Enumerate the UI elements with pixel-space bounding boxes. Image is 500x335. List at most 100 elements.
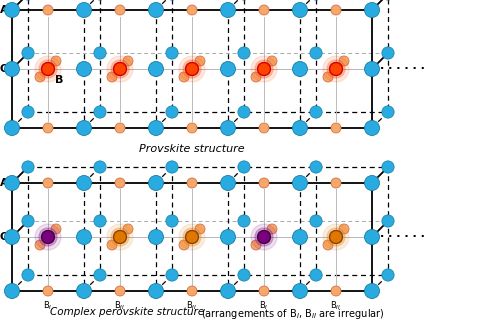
Circle shape — [107, 224, 133, 250]
Circle shape — [364, 2, 380, 17]
Circle shape — [151, 232, 161, 242]
Circle shape — [79, 232, 89, 242]
Circle shape — [43, 123, 53, 133]
Circle shape — [364, 121, 380, 135]
Circle shape — [151, 64, 161, 74]
Circle shape — [22, 47, 34, 59]
Circle shape — [258, 230, 270, 244]
Circle shape — [339, 224, 349, 234]
Circle shape — [251, 224, 277, 250]
Circle shape — [76, 62, 92, 76]
Text: B$_I$: B$_I$ — [44, 300, 52, 313]
Circle shape — [195, 56, 205, 66]
Circle shape — [179, 224, 205, 250]
Circle shape — [148, 62, 164, 76]
Text: Complex perovskite structure: Complex perovskite structure — [50, 307, 204, 317]
Circle shape — [179, 72, 189, 82]
Text: (arrangements of B$_I$, B$_{II}$ are irregular): (arrangements of B$_I$, B$_{II}$ are irr… — [201, 307, 384, 321]
Circle shape — [43, 178, 53, 188]
Text: · · · · · ·: · · · · · · — [380, 64, 425, 74]
Circle shape — [323, 240, 333, 250]
Circle shape — [331, 286, 341, 296]
Circle shape — [107, 72, 117, 82]
Circle shape — [114, 63, 126, 75]
Circle shape — [238, 215, 250, 227]
Circle shape — [331, 5, 341, 15]
Circle shape — [220, 62, 236, 76]
Circle shape — [323, 56, 349, 82]
Circle shape — [195, 224, 205, 234]
Circle shape — [22, 106, 34, 118]
Circle shape — [94, 161, 106, 173]
Circle shape — [179, 240, 189, 250]
Circle shape — [295, 64, 305, 74]
Circle shape — [267, 56, 277, 66]
Text: B: B — [55, 75, 64, 85]
Text: B$_{II}$: B$_{II}$ — [114, 300, 126, 313]
Circle shape — [292, 176, 308, 191]
Circle shape — [310, 269, 322, 281]
Circle shape — [148, 229, 164, 245]
Circle shape — [183, 228, 201, 246]
Circle shape — [123, 56, 133, 66]
Circle shape — [166, 106, 178, 118]
Text: A: A — [0, 178, 9, 188]
Circle shape — [223, 64, 233, 74]
Circle shape — [187, 123, 197, 133]
Circle shape — [364, 283, 380, 298]
Circle shape — [35, 240, 45, 250]
Circle shape — [39, 228, 57, 246]
Circle shape — [292, 62, 308, 76]
Circle shape — [292, 121, 308, 135]
Circle shape — [76, 2, 92, 17]
Circle shape — [114, 230, 126, 244]
Circle shape — [310, 215, 322, 227]
Circle shape — [223, 232, 233, 242]
Circle shape — [51, 224, 61, 234]
Circle shape — [267, 224, 277, 234]
Circle shape — [115, 286, 125, 296]
Circle shape — [251, 240, 261, 250]
Circle shape — [123, 224, 133, 234]
Circle shape — [4, 229, 20, 245]
Circle shape — [367, 64, 377, 74]
Circle shape — [330, 63, 342, 75]
Circle shape — [382, 161, 394, 173]
Circle shape — [323, 72, 333, 82]
Circle shape — [186, 230, 198, 244]
Circle shape — [251, 72, 261, 82]
Text: O: O — [0, 232, 9, 242]
Circle shape — [310, 161, 322, 173]
Circle shape — [220, 121, 236, 135]
Circle shape — [4, 121, 20, 135]
Circle shape — [51, 56, 61, 66]
Circle shape — [292, 229, 308, 245]
Circle shape — [331, 178, 341, 188]
Circle shape — [151, 64, 161, 74]
Circle shape — [183, 60, 201, 78]
Circle shape — [148, 121, 164, 135]
Circle shape — [382, 269, 394, 281]
Circle shape — [166, 161, 178, 173]
Circle shape — [382, 47, 394, 59]
Circle shape — [115, 5, 125, 15]
Circle shape — [76, 283, 92, 298]
Circle shape — [151, 232, 161, 242]
Circle shape — [115, 123, 125, 133]
Text: Provskite structure: Provskite structure — [139, 144, 245, 154]
Circle shape — [94, 47, 106, 59]
Circle shape — [187, 178, 197, 188]
Circle shape — [148, 2, 164, 17]
Circle shape — [94, 215, 106, 227]
Circle shape — [76, 121, 92, 135]
Circle shape — [364, 176, 380, 191]
Circle shape — [4, 62, 20, 76]
Circle shape — [339, 56, 349, 66]
Circle shape — [187, 286, 197, 296]
Circle shape — [238, 269, 250, 281]
Circle shape — [327, 60, 345, 78]
Circle shape — [295, 64, 305, 74]
Circle shape — [327, 228, 345, 246]
Text: B$_{II}$: B$_{II}$ — [186, 300, 198, 313]
Circle shape — [35, 72, 45, 82]
